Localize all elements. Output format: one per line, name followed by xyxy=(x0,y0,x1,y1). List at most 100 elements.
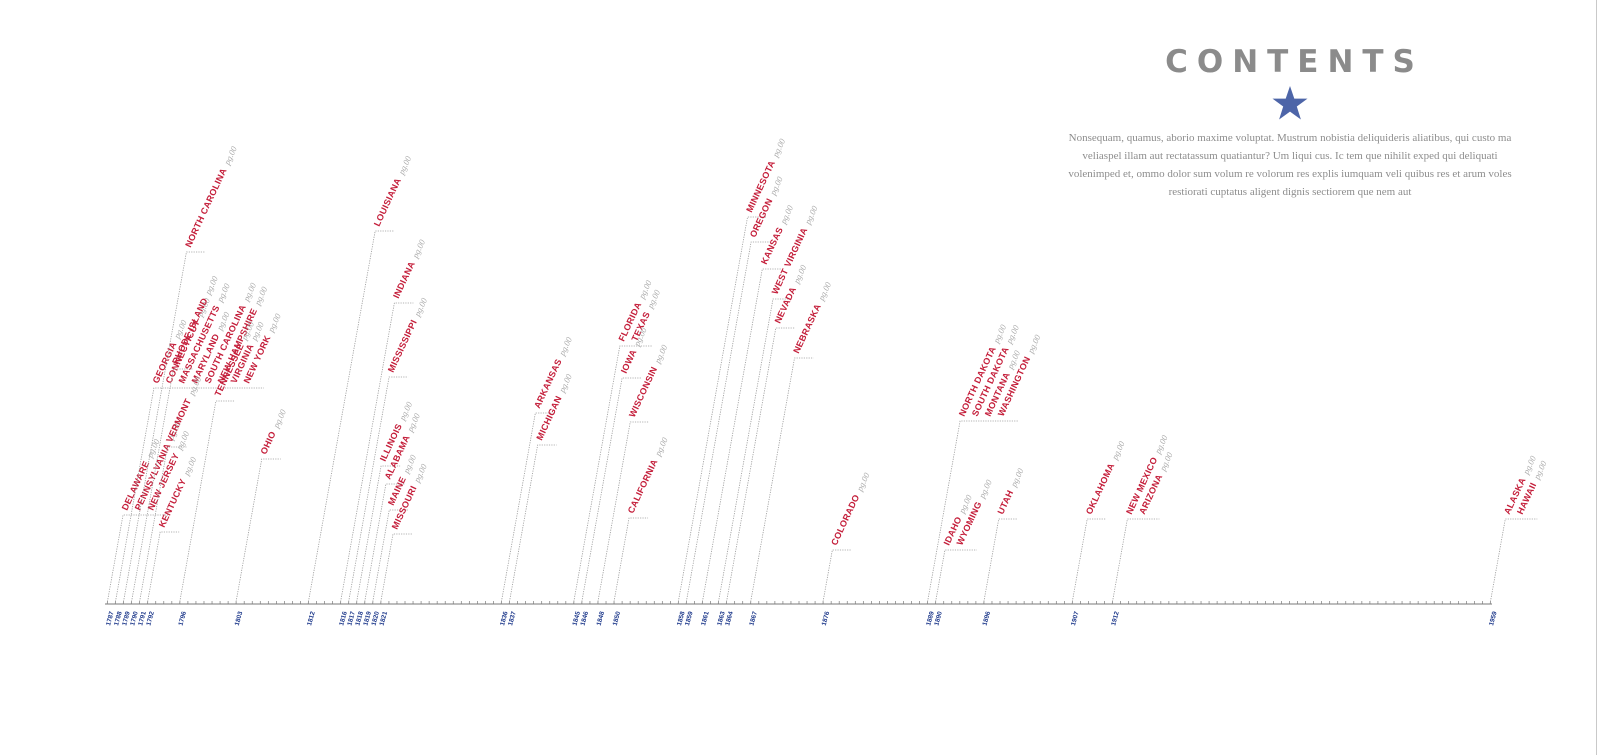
page-number: pg.00 xyxy=(1008,466,1026,489)
connector-line xyxy=(572,345,652,605)
connector-line xyxy=(934,549,977,605)
connector-line xyxy=(508,444,557,605)
connector-line xyxy=(749,357,814,605)
page-number: pg.00 xyxy=(816,280,834,303)
year-label: 1846 xyxy=(580,610,591,626)
year-label: 1787 xyxy=(105,610,116,626)
connector-line xyxy=(597,421,650,605)
connector-line xyxy=(926,420,1019,605)
year-label: 1789 xyxy=(121,610,132,626)
connector-line xyxy=(701,268,782,605)
connector-line xyxy=(178,400,235,605)
year-label: 1817 xyxy=(346,610,357,626)
year-label: 1861 xyxy=(700,610,711,626)
intro-paragraph: Nonsequam, quamus, aborio maxime volupta… xyxy=(1068,132,1512,198)
connector-line xyxy=(146,531,180,605)
year-label: 1796 xyxy=(178,610,189,626)
page-number: pg.00 xyxy=(770,136,788,159)
page-number: pg.00 xyxy=(265,311,283,334)
state-name: LOUISIANA xyxy=(372,176,403,228)
connector-line xyxy=(347,376,409,605)
year-label: 1803 xyxy=(234,610,245,626)
year-label: 1890 xyxy=(933,610,944,626)
year-label: 1845 xyxy=(572,610,583,626)
connector-line xyxy=(677,216,767,605)
connector-line xyxy=(122,251,206,605)
connector-line xyxy=(822,549,852,605)
page-number: pg.00 xyxy=(652,435,670,458)
year-label: 1818 xyxy=(354,610,365,626)
page-number: pg.00 xyxy=(976,477,994,500)
page-title: CONTENTS xyxy=(1165,44,1424,80)
connector-line xyxy=(1111,518,1160,605)
year-label: 1876 xyxy=(821,610,832,626)
year-label: 1896 xyxy=(982,610,993,626)
page-number: pg.00 xyxy=(778,203,796,226)
state-name: COLORADO xyxy=(829,493,861,547)
page-number: pg.00 xyxy=(410,237,428,260)
year-label: 1867 xyxy=(748,610,759,626)
state-name: WISCONSIN xyxy=(627,365,659,419)
connector-line xyxy=(379,533,412,605)
year-label: 1837 xyxy=(507,610,518,626)
year-label: 1819 xyxy=(362,610,373,626)
star-icon xyxy=(1272,86,1308,120)
state-name: OKLAHOMA xyxy=(1084,461,1117,516)
year-label: 1821 xyxy=(379,610,390,626)
state-name: OHIO xyxy=(259,430,278,456)
connector-line xyxy=(235,458,281,605)
connector-line xyxy=(363,483,405,605)
year-label: 1858 xyxy=(676,610,687,626)
page-number: pg.00 xyxy=(1003,323,1021,346)
page-number: pg.00 xyxy=(1109,439,1127,462)
connector-line xyxy=(983,518,1018,605)
year-label: 1850 xyxy=(612,610,623,626)
state-name: IOWA xyxy=(619,348,639,375)
state-name: UTAH xyxy=(995,488,1015,515)
page-number: pg.00 xyxy=(412,296,430,319)
year-label: 1791 xyxy=(137,610,148,626)
state-name: MISSISSIPPI xyxy=(386,318,419,374)
year-label: 1859 xyxy=(684,610,695,626)
connector-line xyxy=(371,509,409,605)
connector-line xyxy=(1071,518,1107,605)
year-label: 1820 xyxy=(371,610,382,626)
year-label: 1889 xyxy=(925,610,936,626)
connector-line xyxy=(106,514,169,605)
page-edge-rule xyxy=(1596,0,1597,755)
contents-header: CONTENTS Nonsequam, quamus, aborio maxim… xyxy=(1060,42,1520,201)
connector-line xyxy=(1489,518,1538,605)
connector-line xyxy=(355,465,401,605)
state-name: NEBRASKA xyxy=(791,302,823,355)
page-number: pg.00 xyxy=(854,470,872,493)
connector-line xyxy=(307,230,395,605)
connector-line xyxy=(130,368,193,605)
page-number: pg.00 xyxy=(791,263,809,286)
connector-line xyxy=(500,412,555,605)
year-label: 1836 xyxy=(499,610,510,626)
year-label: 1912 xyxy=(1110,610,1121,626)
connector-line xyxy=(114,387,264,605)
page-number: pg.00 xyxy=(802,203,820,226)
connector-line xyxy=(138,446,187,605)
year-label: 1816 xyxy=(338,610,349,626)
state-name: NORTH CAROLINA xyxy=(183,166,229,249)
year-label: 1959 xyxy=(1488,610,1499,626)
year-label: 1907 xyxy=(1070,610,1081,626)
page-number: pg.00 xyxy=(221,144,239,167)
year-label: 1863 xyxy=(716,610,727,626)
state-name: KANSAS xyxy=(759,226,785,266)
page-number: pg.00 xyxy=(652,342,670,365)
year-label: 1788 xyxy=(113,610,124,626)
